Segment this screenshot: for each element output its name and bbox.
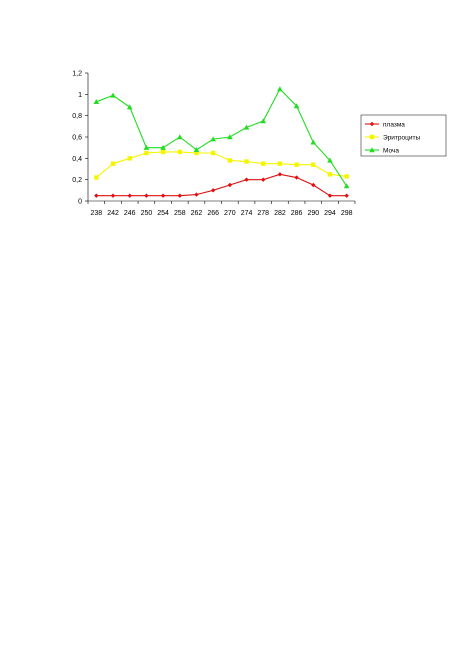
x-tick-label: 258 xyxy=(174,210,186,217)
y-axis-ticks: 0 0,2 0,4 0,6 0,8 1 1,2 xyxy=(72,71,88,206)
legend-marker xyxy=(369,147,375,153)
data-point xyxy=(327,172,333,177)
data-point xyxy=(243,124,250,130)
data-point xyxy=(293,103,300,109)
data-point xyxy=(144,150,149,156)
data-point xyxy=(310,139,317,145)
data-point xyxy=(227,158,233,163)
x-tick-label: 282 xyxy=(274,210,286,217)
data-point xyxy=(176,134,183,140)
data-point xyxy=(244,177,249,182)
y-tick-label: 0,8 xyxy=(72,113,82,120)
data-point xyxy=(177,193,182,198)
x-tick-label: 246 xyxy=(124,210,136,217)
series-1 xyxy=(94,172,349,198)
y-tick-label: 1,2 xyxy=(72,71,82,78)
data-point xyxy=(344,193,349,198)
x-tick-label: 250 xyxy=(141,210,153,217)
y-tick-label: 1 xyxy=(78,92,82,99)
chart-legend: плазма Эритроциты Моча xyxy=(360,114,447,157)
x-tick-label: 270 xyxy=(224,210,236,217)
data-point xyxy=(343,183,350,189)
data-point xyxy=(261,177,266,182)
data-point xyxy=(210,150,216,156)
y-tick-label: 0,4 xyxy=(72,156,82,163)
legend-item-3: Моча xyxy=(365,147,399,154)
data-point xyxy=(93,99,100,104)
y-tick-label: 0 xyxy=(78,199,82,206)
y-tick-label: 0,2 xyxy=(72,177,82,184)
data-point xyxy=(144,193,149,198)
series-line xyxy=(96,173,347,197)
data-point xyxy=(177,149,182,155)
series-3 xyxy=(93,86,350,189)
x-tick-label: 254 xyxy=(157,210,169,217)
data-point xyxy=(194,192,199,197)
legend-label: плазма xyxy=(383,121,405,128)
series-line xyxy=(96,88,348,187)
legend-item-2: Эритроциты xyxy=(365,134,420,141)
data-point xyxy=(160,144,166,150)
data-point xyxy=(126,104,133,110)
data-point xyxy=(160,193,166,198)
series-line xyxy=(95,151,347,178)
x-tick-label: 266 xyxy=(207,210,219,217)
chart-series xyxy=(93,86,350,198)
data-point xyxy=(260,118,267,124)
data-point xyxy=(327,157,333,163)
x-tick-label: 286 xyxy=(291,210,303,217)
legend-label: Моча xyxy=(383,147,399,154)
x-tick-label: 262 xyxy=(191,210,203,217)
series-2 xyxy=(94,149,349,180)
data-point xyxy=(94,193,99,198)
x-tick-label: 290 xyxy=(307,210,319,217)
data-point xyxy=(110,193,116,198)
data-point xyxy=(227,134,233,140)
y-tick-label: 0,6 xyxy=(72,135,82,142)
data-point xyxy=(344,174,349,179)
x-tick-label: 238 xyxy=(91,210,103,217)
legend-box xyxy=(360,114,447,157)
data-point xyxy=(194,150,199,156)
x-axis-ticks: 238 242 246 250 254 258 262 266 270 274 278 282 286 2… xyxy=(87,201,356,217)
x-tick-label: 298 xyxy=(341,210,353,217)
data-point xyxy=(227,182,233,188)
legend-label: Эритроциты xyxy=(383,134,420,141)
data-point xyxy=(127,156,132,161)
data-point xyxy=(94,175,99,180)
x-tick-label: 278 xyxy=(257,210,269,217)
data-point xyxy=(193,147,200,152)
data-point xyxy=(127,193,132,198)
x-tick-label: 274 xyxy=(241,210,253,217)
legend-item-1: плазма xyxy=(365,121,405,128)
data-point xyxy=(261,161,266,166)
data-point xyxy=(110,161,116,166)
data-point xyxy=(277,172,283,177)
x-tick-label: 294 xyxy=(324,210,336,217)
data-point xyxy=(294,162,299,167)
data-point xyxy=(143,144,150,150)
data-point xyxy=(160,149,166,155)
data-point xyxy=(311,162,316,167)
chart-axes xyxy=(87,73,355,202)
legend-marker xyxy=(369,121,375,127)
data-point xyxy=(210,136,216,142)
x-tick-label: 242 xyxy=(107,210,119,217)
data-point xyxy=(311,182,316,188)
data-point xyxy=(110,92,116,98)
data-point xyxy=(327,193,333,198)
data-point xyxy=(294,175,299,180)
legend-marker xyxy=(369,134,375,140)
data-point xyxy=(210,188,216,193)
data-point xyxy=(277,86,283,92)
data-point xyxy=(277,161,283,166)
data-point xyxy=(244,159,249,164)
